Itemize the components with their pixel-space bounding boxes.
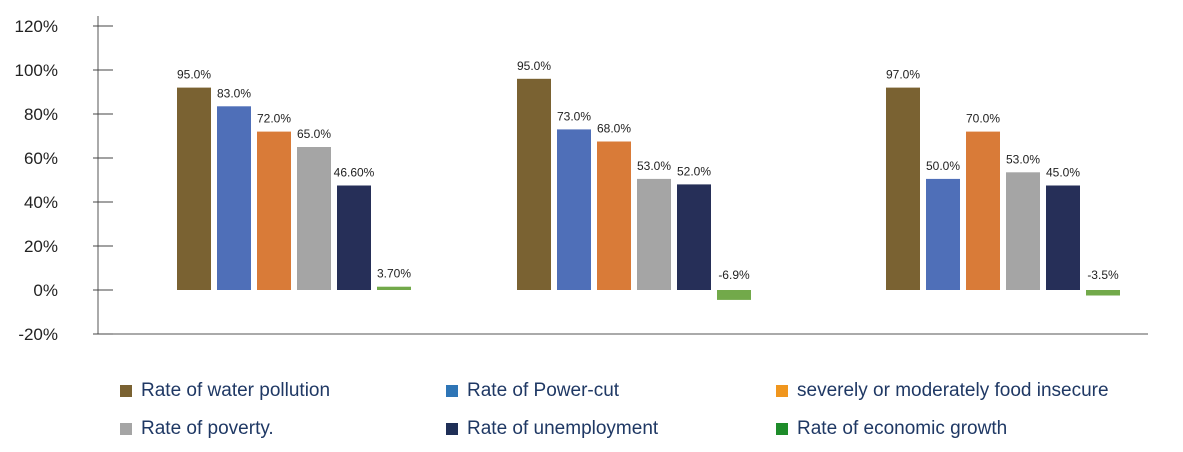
- legend: Rate of water pollution Rate of Power-cu…: [120, 372, 1183, 448]
- y-tick-label: 40%: [24, 193, 58, 212]
- legend-item-unemployment: Rate of unemployment: [446, 418, 776, 440]
- legend-swatch: [776, 385, 788, 397]
- bar: [177, 87, 211, 290]
- bars: [177, 78, 1120, 300]
- legend-item-economic-growth: Rate of economic growth: [776, 418, 1007, 440]
- legend-item-power-cut: Rate of Power-cut: [446, 380, 776, 402]
- legend-label: Rate of Power-cut: [467, 380, 620, 401]
- bar: [337, 185, 371, 290]
- legend-item-food-insecure: severely or moderately food insecure: [776, 380, 1109, 402]
- legend-label: Rate of unemployment: [467, 418, 659, 439]
- data-label: -3.5%: [1087, 268, 1119, 282]
- bar: [217, 106, 251, 290]
- bar: [966, 131, 1000, 290]
- legend-swatch: [120, 385, 132, 397]
- legend-item-poverty: Rate of poverty.: [120, 418, 446, 440]
- data-label: 73.0%: [557, 109, 591, 123]
- data-label: -6.9%: [718, 268, 750, 282]
- bar: [886, 87, 920, 290]
- data-label: 95.0%: [177, 68, 211, 82]
- data-label: 70.0%: [966, 112, 1000, 126]
- legend-label: severely or moderately food insecure: [797, 380, 1109, 401]
- axes: -20% 0% 20% 40% 60% 80% 100% 120%: [15, 16, 1148, 344]
- y-tick-label: 80%: [24, 105, 58, 124]
- data-label: 68.0%: [597, 122, 631, 136]
- legend-row: Rate of poverty. Rate of unemployment Ra…: [120, 410, 1183, 448]
- legend-row: Rate of water pollution Rate of Power-cu…: [120, 372, 1183, 410]
- data-label: 50.0%: [926, 159, 960, 173]
- bar: [717, 290, 751, 300]
- bar: [1046, 185, 1080, 290]
- data-label: 83.0%: [217, 86, 251, 100]
- bar-chart: -20% 0% 20% 40% 60% 80% 100% 120% 95.0% 95.0% 97.…: [15, 16, 1148, 344]
- bar: [297, 147, 331, 290]
- y-tick-label: 0%: [33, 281, 58, 300]
- bar: [677, 184, 711, 290]
- y-tick-label: -20%: [18, 325, 58, 344]
- bar: [1006, 172, 1040, 290]
- data-labels: 95.0% 95.0% 97.0% 83.0% 73.0% 50.0% 72.0% 68.0%…: [177, 59, 1119, 282]
- bar: [377, 286, 411, 290]
- bar: [257, 131, 291, 290]
- data-label: 46.60%: [334, 166, 375, 180]
- data-label: 72.0%: [257, 112, 291, 126]
- legend-item-water-pollution: Rate of water pollution: [120, 380, 446, 402]
- y-tick-label: 20%: [24, 237, 58, 256]
- legend-label: Rate of water pollution: [141, 380, 331, 401]
- legend-label: Rate of economic growth: [797, 418, 1008, 439]
- legend-swatch: [120, 423, 132, 435]
- data-label: 97.0%: [886, 68, 920, 82]
- legend-swatch: [776, 423, 788, 435]
- bar: [926, 178, 960, 290]
- data-label: 52.0%: [677, 164, 711, 178]
- bar: [557, 129, 591, 290]
- bar: [1086, 290, 1120, 296]
- data-label: 53.0%: [637, 159, 671, 173]
- data-label: 45.0%: [1046, 166, 1080, 180]
- bar: [637, 178, 671, 290]
- data-label: 95.0%: [517, 59, 551, 73]
- y-tick-label: 60%: [24, 149, 58, 168]
- bar: [597, 141, 631, 290]
- legend-label: Rate of poverty.: [141, 418, 274, 439]
- data-label: 65.0%: [297, 127, 331, 141]
- data-label: 53.0%: [1006, 152, 1040, 166]
- bar: [517, 78, 551, 290]
- legend-swatch: [446, 423, 458, 435]
- data-label: 3.70%: [377, 267, 411, 281]
- legend-swatch: [446, 385, 458, 397]
- y-tick-label: 120%: [15, 17, 58, 36]
- y-tick-label: 100%: [15, 61, 58, 80]
